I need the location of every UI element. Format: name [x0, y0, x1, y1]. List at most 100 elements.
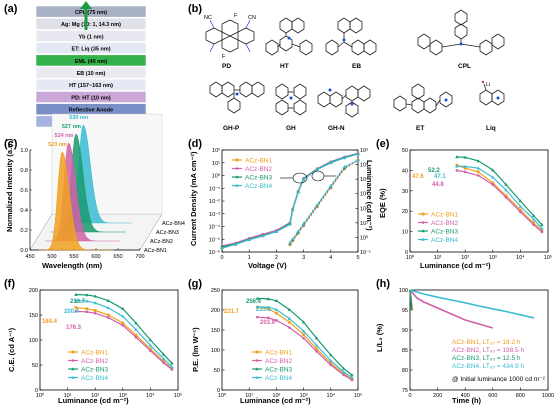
eff-series-point [74, 309, 78, 313]
peak-annotation: 231.7 [224, 309, 240, 315]
y-tick-label: 0 [405, 250, 408, 256]
x-tick-label: 0 [408, 393, 411, 399]
eff-series-point [491, 183, 495, 186]
eff-series-point [504, 196, 508, 199]
x-tick-label: 500 [47, 254, 56, 260]
x-tick-label: 10¹ [434, 255, 442, 261]
f-ylabel: C.E. (cd A⁻¹) [7, 327, 16, 372]
x-tick-label: 10⁴ [327, 392, 336, 399]
eff-series-point [477, 174, 480, 177]
y-tick-label: 100 [399, 288, 408, 294]
e-xlabel: Luminance (cd m⁻²) [420, 261, 491, 270]
eff-series-point [266, 297, 270, 301]
device-layer [35, 5, 147, 18]
x-tick-label: 550 [69, 254, 78, 260]
lifetime-series [409, 289, 494, 329]
peak-annotation: 200.4 [64, 309, 80, 315]
eff-series-point [162, 360, 165, 363]
peak-annotation: 176.3 [66, 325, 82, 331]
eff-series-point [463, 170, 467, 174]
y-tick-label: 100 [211, 348, 220, 354]
y-tick-label: 30 [402, 189, 408, 195]
series-label: ACz-BN2 [150, 239, 173, 245]
legend-label: ACz-BN2 [81, 358, 108, 365]
jv-series-line [221, 153, 359, 249]
eff-series-point [314, 343, 319, 347]
eff-series-line [456, 164, 543, 231]
plot-frame [221, 149, 359, 253]
lv-series-line [289, 159, 359, 244]
eff-series-line [456, 165, 543, 229]
device-layer-label: HT (157~163 nm) [69, 83, 113, 89]
y-tick-label: 10⁻⁴ [209, 224, 221, 231]
panel-h: (h) 0 200 400 600 800 1000 75 80 85 90 95 100 ACz-BN… [375, 278, 554, 405]
device-layer [35, 30, 147, 42]
y-tick-label: 10⁻⁶ [209, 249, 220, 256]
eff-series-point [74, 298, 78, 302]
d-xlabel: Voltage (V) [248, 261, 287, 270]
y-tick-label: 80 [402, 368, 408, 374]
eff-series-point [540, 228, 544, 232]
y2-tick-label: 10³ [360, 192, 368, 198]
y-tick-label: 0.2 [20, 228, 28, 234]
molecule-label-ghn: GH-N [328, 125, 345, 132]
x-tick-label: 10⁰ [218, 392, 227, 399]
x-tick-label: 10⁵ [354, 392, 362, 399]
x-tick-label: 450 [25, 254, 34, 260]
legend-label: ACz-BN1, LT₉₅ = 18.2 h [452, 339, 521, 346]
device-layer [35, 17, 147, 30]
g-xlabel: Luminance (cd m⁻²) [240, 396, 311, 405]
eff-series-point [504, 182, 508, 186]
y-tick-label: 40 [402, 168, 408, 174]
y-tick-label: 20 [402, 209, 408, 215]
jv-series-point [274, 229, 279, 233]
legend-marker [255, 359, 259, 362]
panel-label-b: (b) [188, 3, 202, 15]
peak-annotation: 213.7 [70, 299, 86, 305]
eff-series-point [121, 314, 125, 318]
molecule-liq-icon: Li [479, 80, 505, 106]
eff-series-point [287, 307, 292, 311]
lv-series-point [356, 158, 360, 162]
device-layer [35, 91, 147, 103]
y-tick-label: 10⁰ [212, 173, 221, 180]
y2-tick-label: 10⁴ [360, 176, 369, 183]
eff-series-point [74, 292, 78, 296]
eff-series-point [170, 368, 174, 371]
panel-g: (g) 10⁰ 10¹ 10² 10³ 10⁴ 10⁵ 0 50 100 150 200 250 ACz… [188, 278, 362, 405]
molecule-et-icon [393, 83, 453, 114]
eff-series-point [287, 320, 291, 324]
peak-annotation: 47.1 [434, 174, 446, 180]
device-layer-label: Reflective Anode [69, 108, 113, 114]
panel-label-g: (g) [188, 278, 202, 290]
series-label: ACz-BN1 [144, 248, 167, 254]
jv-series-point [329, 160, 333, 165]
eff-series-point [532, 223, 535, 226]
eff-series-point [519, 210, 522, 214]
eff-series-line [456, 169, 543, 233]
eff-series-point [315, 350, 318, 353]
eff-series-point [161, 352, 166, 356]
x-tick-label: 600 [488, 393, 497, 399]
legend-label: ACz-BN2 [265, 358, 292, 365]
y-tick-label: 0.4 [20, 208, 28, 214]
eff-series-point [85, 293, 89, 297]
legend-label: ACz-BN2 [431, 220, 458, 227]
legend-marker [71, 367, 75, 371]
y-tick-label: 50 [32, 363, 38, 369]
lv-series-point [288, 240, 292, 244]
svg-text:NC: NC [204, 15, 212, 21]
panel-a: (a) CPL (75 nm) Ag: Mg (10: 1, 14.3 nm) Yb… [4, 1, 147, 128]
legend-label: ACz-BN4 [245, 183, 272, 190]
eff-series-point [504, 194, 508, 197]
y-tick-label: 1.0 [20, 148, 28, 154]
x-tick-label: 1 [248, 255, 251, 261]
y-tick-label: 250 [211, 288, 220, 294]
eff-series-point [275, 311, 278, 315]
y-tick-label: 90 [402, 328, 408, 334]
eff-series-point [170, 361, 174, 365]
eff-series-point [161, 356, 166, 361]
molecule-label-liq: Liq [486, 125, 496, 132]
device-layer [35, 54, 147, 67]
x-tick-label: 0 [220, 255, 223, 261]
